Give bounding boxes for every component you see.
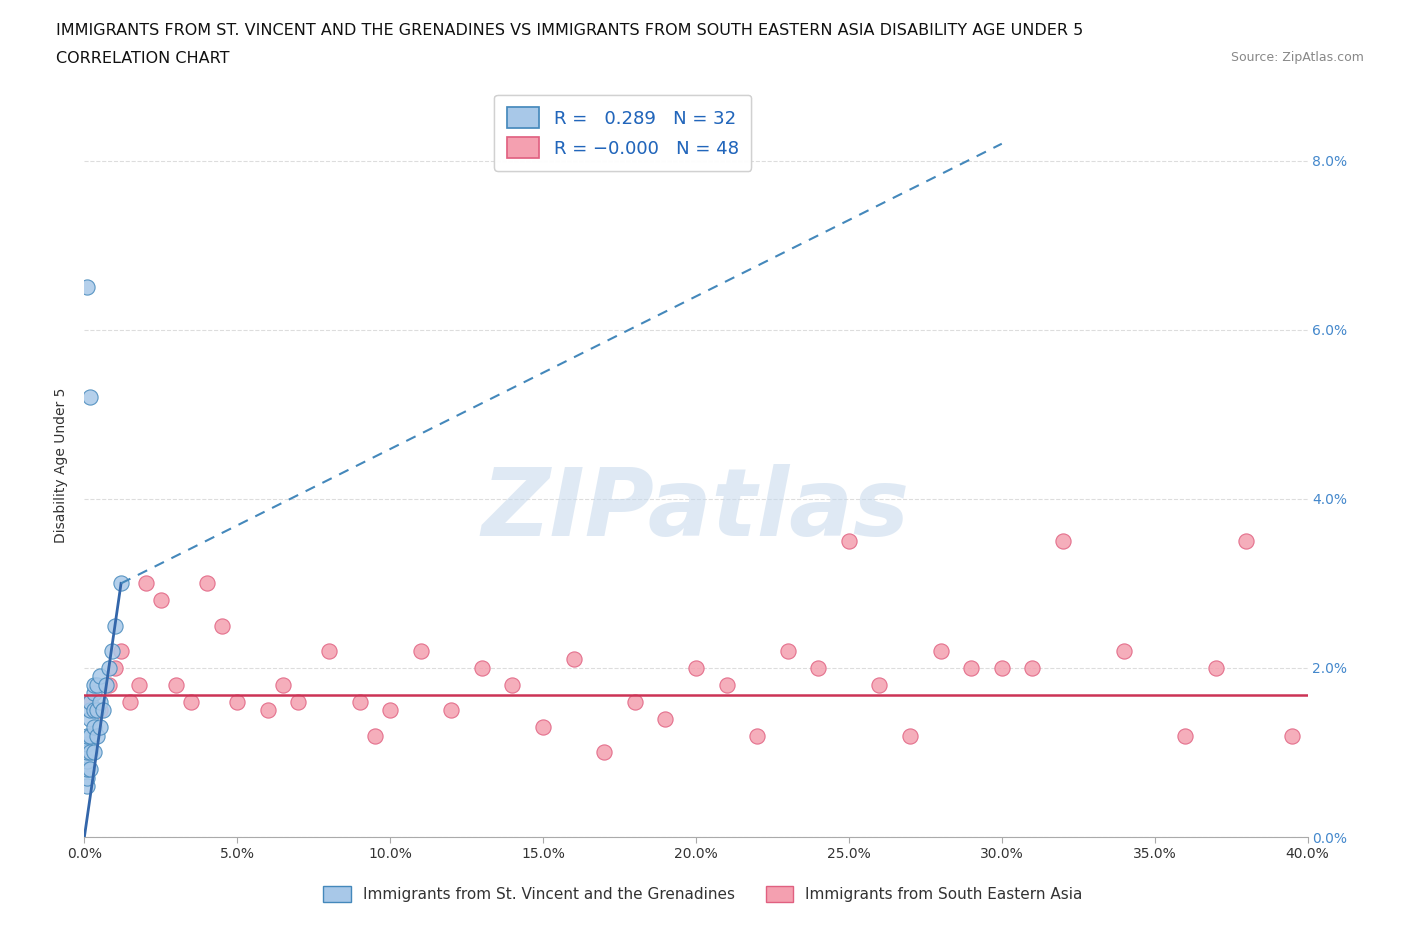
Text: Source: ZipAtlas.com: Source: ZipAtlas.com <box>1230 51 1364 64</box>
Point <box>380 703 402 718</box>
Point <box>83 703 105 718</box>
Point <box>685 660 707 675</box>
Point <box>838 534 860 549</box>
Point <box>471 660 494 675</box>
Point <box>97 677 120 692</box>
Point <box>257 703 280 718</box>
Point <box>226 695 249 710</box>
Point <box>128 677 150 692</box>
Point <box>716 677 738 692</box>
Point <box>79 695 101 710</box>
Point <box>776 644 799 658</box>
Point <box>409 644 432 658</box>
Point <box>929 644 952 658</box>
Point <box>318 644 340 658</box>
Point <box>89 720 111 735</box>
Point <box>97 660 120 675</box>
Point <box>79 703 101 718</box>
Point <box>120 695 142 710</box>
Point <box>747 728 769 743</box>
Point <box>101 644 124 658</box>
Point <box>76 753 98 768</box>
Text: ZIPatlas: ZIPatlas <box>482 464 910 555</box>
Point <box>76 280 98 295</box>
Point <box>86 703 108 718</box>
Y-axis label: Disability Age Under 5: Disability Age Under 5 <box>55 387 69 543</box>
Point <box>991 660 1014 675</box>
Point <box>1021 660 1043 675</box>
Point <box>624 695 647 710</box>
Point <box>79 762 101 777</box>
Point <box>83 745 105 760</box>
Point <box>104 660 127 675</box>
Point <box>149 592 172 607</box>
Point <box>654 711 676 726</box>
Point <box>94 677 117 692</box>
Point <box>349 695 371 710</box>
Point <box>79 745 101 760</box>
Point <box>1236 534 1258 549</box>
Point <box>79 728 101 743</box>
Point <box>86 728 108 743</box>
Point <box>960 660 983 675</box>
Point <box>104 618 127 633</box>
Point <box>91 703 114 718</box>
Point <box>83 685 105 700</box>
Point <box>76 737 98 751</box>
Legend: R =   0.289   N = 32, R = −0.000   N = 48: R = 0.289 N = 32, R = −0.000 N = 48 <box>494 95 751 170</box>
Point <box>869 677 891 692</box>
Point <box>180 695 202 710</box>
Point <box>1281 728 1303 743</box>
Point <box>89 695 111 710</box>
Point <box>531 720 554 735</box>
Point <box>1114 644 1136 658</box>
Point <box>1205 660 1227 675</box>
Point <box>76 745 98 760</box>
Point <box>562 652 585 667</box>
Point <box>76 728 98 743</box>
Point <box>271 677 294 692</box>
Point <box>287 695 309 710</box>
Point <box>76 762 98 777</box>
Point <box>110 644 132 658</box>
Point <box>76 770 98 785</box>
Point <box>83 677 105 692</box>
Point <box>89 703 111 718</box>
Point <box>79 711 101 726</box>
Point <box>89 669 111 684</box>
Point <box>195 576 218 591</box>
Legend: Immigrants from St. Vincent and the Grenadines, Immigrants from South Eastern As: Immigrants from St. Vincent and the Gren… <box>318 880 1088 909</box>
Point <box>165 677 187 692</box>
Text: CORRELATION CHART: CORRELATION CHART <box>56 51 229 66</box>
Point <box>76 778 98 793</box>
Point <box>1052 534 1074 549</box>
Point <box>83 720 105 735</box>
Point <box>1174 728 1197 743</box>
Point <box>364 728 387 743</box>
Point <box>79 390 101 405</box>
Point <box>135 576 157 591</box>
Point <box>110 576 132 591</box>
Point <box>86 677 108 692</box>
Point <box>502 677 524 692</box>
Point <box>211 618 233 633</box>
Point <box>79 695 101 710</box>
Point <box>807 660 830 675</box>
Point <box>440 703 463 718</box>
Point <box>593 745 616 760</box>
Point <box>898 728 921 743</box>
Text: IMMIGRANTS FROM ST. VINCENT AND THE GRENADINES VS IMMIGRANTS FROM SOUTH EASTERN : IMMIGRANTS FROM ST. VINCENT AND THE GREN… <box>56 23 1084 38</box>
